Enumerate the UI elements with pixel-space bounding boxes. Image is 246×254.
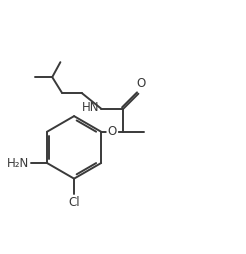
Text: HN: HN [82,101,100,114]
Text: Cl: Cl [68,196,80,209]
Text: O: O [136,77,145,90]
Text: H₂N: H₂N [7,156,29,169]
Text: O: O [108,125,117,138]
